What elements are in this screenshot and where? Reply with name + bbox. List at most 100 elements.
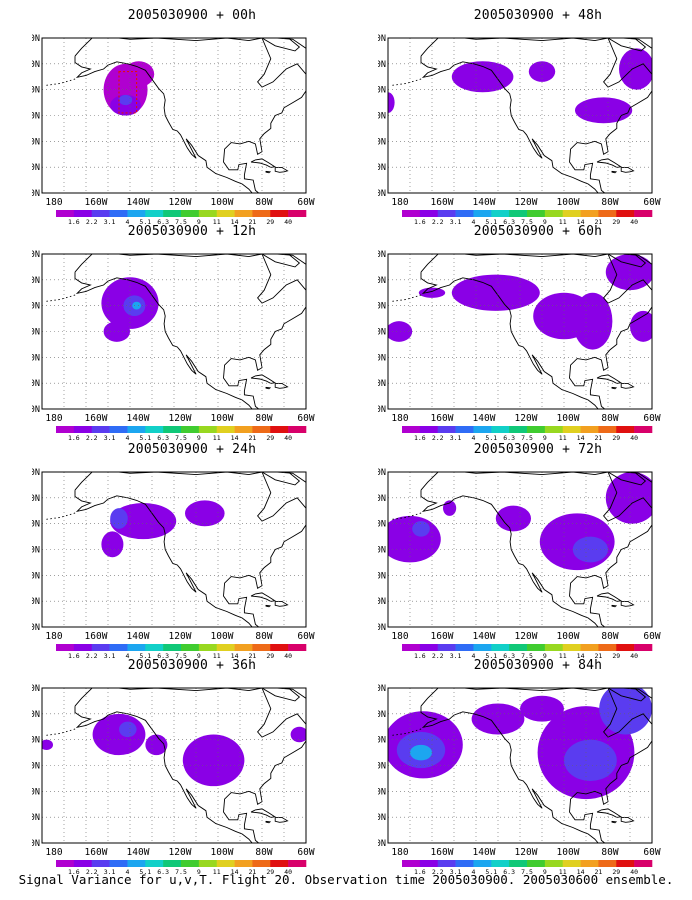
colorbar-swatch [252,426,271,433]
colorbar-swatch [216,210,235,217]
coastline [46,688,306,843]
variance-region [451,61,514,93]
gridlines [42,38,306,193]
colorbar-label: 7.5 [521,868,533,876]
colorbar-label: 4 [471,868,475,876]
colorbar-swatch [634,860,653,867]
colorbar-swatch [616,210,635,217]
colorbar-swatch [419,426,439,433]
map-frame [41,471,307,628]
lat-tick-label: 30N [32,787,40,797]
colorbar-swatch [455,210,474,217]
colorbar-label: 4 [125,218,129,226]
colorbar-label: 5.1 [139,218,151,226]
lon-tick-label: 80W [601,847,618,858]
colorbar-label: 2.2 [432,218,444,226]
lat-tick-label: 40N [378,112,386,122]
colorbar-label: 9 [197,218,201,226]
colorbar-swatch [252,644,271,651]
lon-tick-label: 100W [211,631,234,642]
colorbar-swatch [544,860,564,867]
map-panel: 2005030900 + 12h 70N 60N 50N 40N 30N 20N 10N 180… [32,222,352,442]
colorbar-label: 7.5 [521,652,533,660]
panel-title: 2005030900 + 48h [473,8,603,23]
lon-tick-label: 180 [391,197,408,208]
colorbar-swatch [491,426,510,433]
lat-tick-label: 10N [378,189,386,199]
colorbar-swatch [419,644,439,651]
lat-tick-label: 40N [378,328,386,338]
lon-tick-label: 140W [473,413,496,424]
lat-tick-label: 40N [32,112,40,122]
lon-tick-label: 160W [431,847,454,858]
variance-region [123,61,155,88]
colorbar: 1.6 2.2 3.1 4 5.1 6.3 7.5 9 11 14 21 29 40 [402,426,653,442]
coastline [392,472,652,627]
colorbar-swatch [562,210,581,217]
colorbar-label: 11 [559,218,567,226]
colorbar-label: 11 [213,218,221,226]
colorbar-swatch [181,860,200,867]
colorbar-swatch [163,644,182,651]
gridlines [42,472,306,627]
panel-title: 2005030900 + 24h [127,442,257,457]
panel-title: 2005030900 + 72h [473,442,603,457]
colorbar-label: 5.1 [139,652,151,660]
colorbar-label: 14 [231,434,239,442]
colorbar-label: 9 [543,652,547,660]
colorbar-swatch [91,210,110,217]
lat-tick-label: 20N [32,379,40,389]
colorbar-label: 2.2 [86,218,98,226]
colorbar-swatch [288,210,307,217]
colorbar-swatch [56,210,75,217]
lat-tick-label: 30N [378,353,386,363]
lon-tick-label: 120W [169,631,192,642]
panel-title: 2005030900 + 84h [473,658,603,673]
lat-tick-label: 60N [32,494,40,504]
lat-tick-label: 10N [32,405,40,415]
lat-tick-label: 50N [378,86,386,96]
colorbar-label: 6.3 [503,868,515,876]
colorbar-label: 4 [125,868,129,876]
lon-tick-label: 80W [601,631,618,642]
map-frame [387,687,653,844]
colorbar-label: 5.1 [485,868,497,876]
colorbar-label: 5.1 [139,868,151,876]
colorbar: 1.6 2.2 3.1 4 5.1 6.3 7.5 9 11 14 21 29 40 [56,860,307,876]
colorbar-label: 6.3 [157,218,169,226]
lat-tick-label: 20N [32,163,40,173]
colorbar-swatch [163,426,182,433]
lon-tick-label: 140W [473,847,496,858]
lat-tick-label: 10N [378,839,386,849]
colorbar-swatch [127,644,146,651]
lon-tick-label: 180 [391,413,408,424]
colorbar-swatch [145,860,164,867]
colorbar-swatch [198,860,218,867]
lon-tick-label: 120W [169,413,192,424]
gridlines [42,688,306,843]
colorbar-swatch [91,860,110,867]
colorbar-swatch [437,210,456,217]
lon-tick-label: 60W [643,197,660,208]
colorbar-swatch [455,426,474,433]
lon-tick-label: 100W [211,413,234,424]
lon-tick-label: 160W [85,631,108,642]
colorbar-swatch [56,644,75,651]
coastline [392,688,652,843]
colorbar-label: 3.1 [104,218,116,226]
colorbar-swatch [598,644,617,651]
map-panel: 2005030900 + 84h 70N 60N 50N 40N 30N 20N 10N 180… [378,656,692,876]
colorbar-label: 21 [595,218,603,226]
colorbar-swatch [473,426,492,433]
variance-region [471,703,525,735]
gridlines [388,472,652,627]
lat-tick-label: 70N [378,34,386,44]
lon-tick-label: 160W [85,413,108,424]
colorbar-swatch [491,644,510,651]
colorbar-swatch [634,426,653,433]
variance-region [132,301,141,310]
lon-tick-label: 120W [515,847,538,858]
colorbar-swatch [419,210,439,217]
variance-region [182,734,245,787]
colorbar-swatch [73,210,93,217]
